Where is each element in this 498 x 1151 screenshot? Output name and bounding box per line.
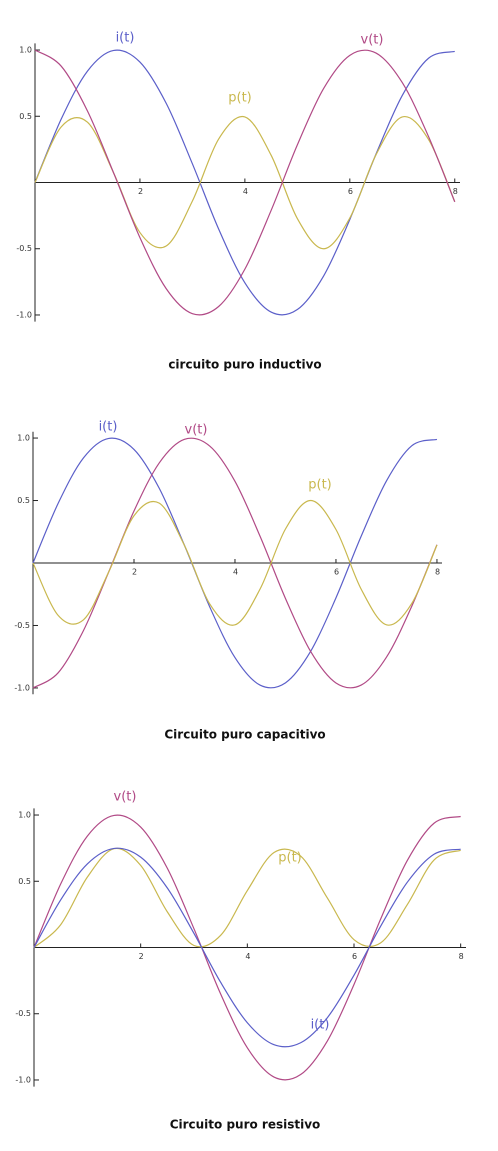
series-line <box>34 49 455 316</box>
series-line <box>34 49 456 316</box>
series-line <box>32 499 438 626</box>
x-tick-label: 6 <box>352 952 357 961</box>
x-tick-label: 2 <box>139 952 144 961</box>
series-label: v(t) <box>114 790 137 805</box>
x-tick-label: 8 <box>459 952 464 961</box>
x-tick-label: 2 <box>132 568 137 577</box>
y-tick-label: 1.0 <box>17 434 30 443</box>
y-tick-label: -1.0 <box>14 683 30 692</box>
x-tick-label: 4 <box>233 568 238 577</box>
series-label: p(t) <box>278 851 302 866</box>
y-tick-label: 0.5 <box>18 877 31 886</box>
x-tick-label: 8 <box>435 568 440 577</box>
y-tick-label: -1.0 <box>16 310 32 319</box>
x-tick-label: 6 <box>348 187 353 196</box>
x-tick-label: 8 <box>453 187 458 196</box>
y-tick-label: 1.0 <box>18 811 31 820</box>
series-line <box>32 437 438 689</box>
series-label: i(t) <box>99 420 118 435</box>
y-tick-label: -0.5 <box>14 621 30 630</box>
chart-title: Circuito puro resistivo <box>170 1118 321 1132</box>
series-label: v(t) <box>361 33 384 48</box>
series-label: v(t) <box>185 423 208 438</box>
series-line <box>33 847 461 1048</box>
series-label: p(t) <box>308 478 332 493</box>
series-label: i(t) <box>311 1018 330 1033</box>
y-tick-label: 0.5 <box>19 112 32 121</box>
series-line <box>33 847 461 948</box>
series-label: p(t) <box>228 91 252 106</box>
y-tick-label: -0.5 <box>16 244 32 253</box>
x-tick-label: 6 <box>334 568 339 577</box>
y-tick-label: 0.5 <box>17 496 30 505</box>
chart-title: circuito puro inductivo <box>168 358 321 372</box>
series-label: i(t) <box>116 31 135 46</box>
y-tick-label: -1.0 <box>15 1075 31 1084</box>
series-line <box>33 814 461 1081</box>
y-tick-label: -0.5 <box>15 1009 31 1018</box>
x-tick-label: 4 <box>245 952 250 961</box>
y-tick-label: 1.0 <box>19 46 32 55</box>
x-tick-label: 4 <box>243 187 248 196</box>
x-tick-label: 2 <box>138 187 143 196</box>
chart-title: Circuito puro capacitivo <box>164 728 325 742</box>
